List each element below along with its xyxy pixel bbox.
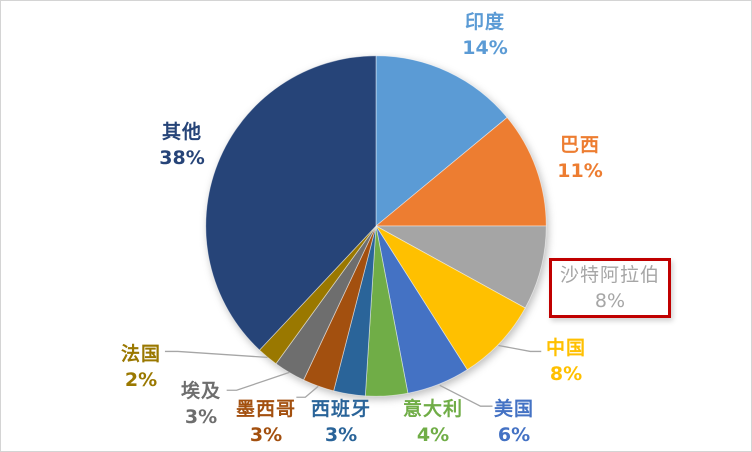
leader-line-egypt xyxy=(226,371,290,391)
pie-slice-india[interactable] xyxy=(375,55,508,227)
category-name-brazil: 巴西 xyxy=(559,134,601,156)
category-value-china: 8% xyxy=(549,363,583,385)
category-value-other: 38% xyxy=(159,147,205,169)
leader-lines xyxy=(164,344,542,407)
slice-label-italy: 意大利 4% xyxy=(403,396,463,448)
category-name-italy: 意大利 xyxy=(402,398,464,420)
slice-label-india: 印度 14% xyxy=(462,9,507,61)
slice-label-spain: 西班牙 3% xyxy=(311,396,371,448)
category-value-usa: 6% xyxy=(497,424,531,446)
slice-label-usa: 美国 6% xyxy=(494,396,534,448)
pie-slice-brazil[interactable] xyxy=(374,116,547,227)
category-name-saudi-arabia: 沙特阿拉伯 xyxy=(559,264,660,286)
slice-label-brazil: 巴西 11% xyxy=(557,132,602,184)
leader-line-china xyxy=(498,344,542,353)
category-value-italy: 4% xyxy=(416,424,450,446)
category-value-saudi-arabia: 8% xyxy=(594,290,626,312)
category-value-spain: 3% xyxy=(324,424,358,446)
category-value-india: 14% xyxy=(462,37,508,59)
category-value-france: 2% xyxy=(124,369,158,391)
category-name-usa: 美国 xyxy=(493,398,535,420)
category-name-other: 其他 xyxy=(161,121,203,143)
category-name-india: 印度 xyxy=(464,11,506,33)
category-name-france: 法国 xyxy=(120,343,162,365)
category-name-egypt: 埃及 xyxy=(180,380,222,402)
saudi-arabia-callout[interactable]: 沙特阿拉伯 8% xyxy=(549,258,671,318)
category-value-brazil: 11% xyxy=(557,160,603,182)
slice-label-mexico: 墨西哥 3% xyxy=(236,396,296,448)
slice-label-other: 其他 38% xyxy=(159,119,204,171)
leader-line-mexico xyxy=(296,385,319,398)
category-value-mexico: 3% xyxy=(249,424,283,446)
category-name-china: 中国 xyxy=(545,337,587,359)
slice-label-china: 中国 8% xyxy=(546,335,586,387)
pie-slices-group xyxy=(205,55,547,397)
slice-label-france: 法国 2% xyxy=(121,341,161,393)
leader-line-usa xyxy=(439,384,493,407)
category-value-egypt: 3% xyxy=(184,406,218,428)
leader-line-france xyxy=(164,350,268,359)
category-name-mexico: 墨西哥 xyxy=(235,398,297,420)
pie-slice-other[interactable] xyxy=(205,55,377,351)
category-name-spain: 西班牙 xyxy=(310,398,372,420)
slice-label-egypt: 埃及 3% xyxy=(181,378,221,430)
